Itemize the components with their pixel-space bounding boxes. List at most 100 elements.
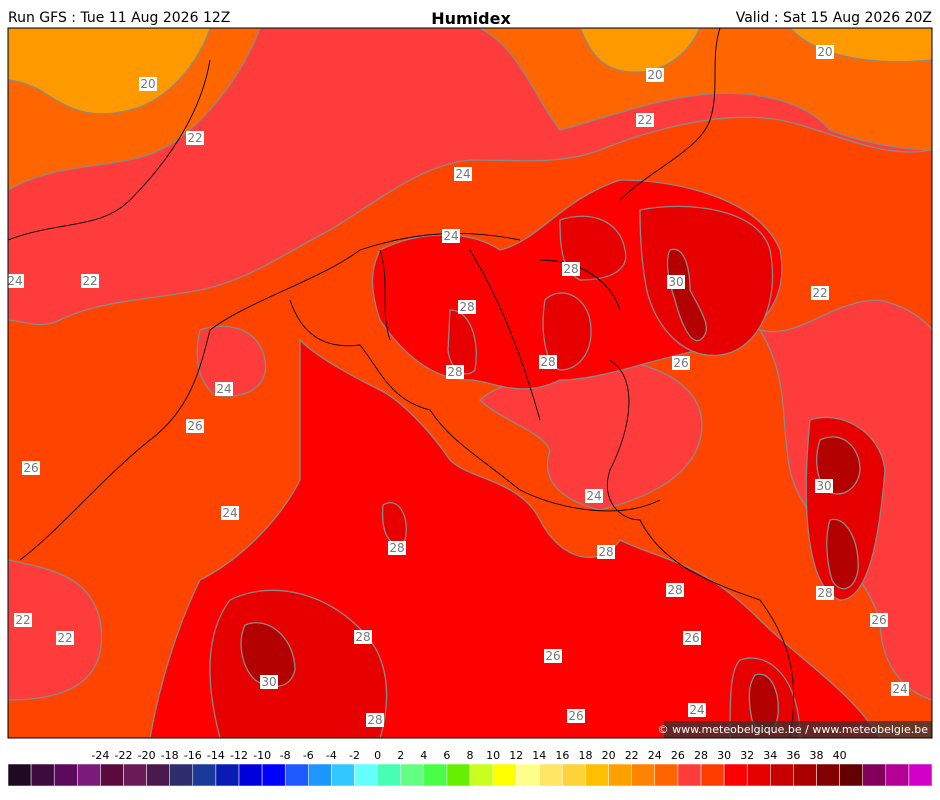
colorbar-label: -2 — [349, 749, 360, 762]
contour-label-box — [221, 506, 239, 520]
contour-area — [8, 28, 932, 115]
colorbar-label: -4 — [326, 749, 337, 762]
contour-label: 24 — [586, 489, 601, 503]
contour-label-box — [354, 630, 372, 644]
colorbar-box — [100, 763, 124, 787]
contour-label-box — [22, 461, 40, 475]
contour-label: 20 — [647, 68, 662, 82]
colorbar-box — [423, 763, 448, 787]
contour-label-box — [870, 613, 888, 627]
contour-label: 30 — [668, 275, 683, 289]
contour-label: 24 — [216, 382, 231, 396]
contour-label-box — [81, 274, 99, 288]
contour-label: 22 — [187, 131, 202, 145]
colorbar-label: 8 — [467, 749, 474, 762]
colorbar-label: 20 — [602, 749, 616, 762]
colorbar-box — [746, 763, 771, 787]
colorbar-label: -16 — [184, 749, 202, 762]
colorbar-label: -6 — [303, 749, 314, 762]
contour-label: 26 — [684, 631, 699, 645]
colorbar-box — [331, 763, 355, 787]
contour-label-box — [585, 489, 603, 503]
colorbar-label: 30 — [717, 749, 731, 762]
contour-label-box — [815, 479, 833, 493]
contour-label-box — [458, 300, 476, 314]
colorbar-box — [862, 763, 887, 787]
colorbar-box — [816, 763, 840, 787]
contour-label: 26 — [673, 356, 688, 370]
contour-label: 24 — [689, 703, 704, 717]
contour-area — [8, 28, 932, 326]
contour-label: 22 — [57, 631, 72, 645]
colorbar-label: 18 — [579, 749, 593, 762]
contour-area — [240, 248, 861, 733]
contour-label-box — [539, 355, 557, 369]
colorbar-label: 32 — [740, 749, 754, 762]
colorbar-box — [908, 763, 933, 787]
colorbar-box — [631, 763, 656, 787]
colorbar-label: -8 — [280, 749, 291, 762]
contour-label-box — [666, 583, 684, 597]
contour-label: 24 — [222, 506, 237, 520]
colorbar-label: 28 — [694, 749, 708, 762]
colorbar-box — [308, 763, 332, 787]
contour-label: 28 — [367, 713, 382, 727]
colorbar-label: -10 — [253, 749, 271, 762]
colorbar-box — [654, 763, 679, 787]
map-frame — [7, 27, 933, 739]
colorbar-label: 26 — [671, 749, 685, 762]
contour-label-box — [567, 709, 585, 723]
colorbar-box — [30, 763, 55, 787]
colorbar-box — [123, 763, 147, 787]
contour-label: 26 — [568, 709, 583, 723]
contour-label-box — [446, 365, 464, 379]
colorbar-box — [608, 763, 632, 787]
contour-label-box — [636, 113, 654, 127]
contour-label-box — [544, 649, 562, 663]
colorbar-label: 10 — [486, 749, 500, 762]
colorbar-label: 14 — [532, 749, 546, 762]
contour-label-box — [139, 77, 157, 91]
contour-label: 22 — [82, 274, 97, 288]
contour-label-box — [672, 356, 690, 370]
valid-info: Valid : Sat 15 Aug 2026 20Z — [736, 10, 932, 26]
contour-label-box — [454, 167, 472, 181]
contour-area — [8, 28, 932, 191]
colorbar-box — [700, 763, 725, 787]
contour-label-box — [688, 703, 706, 717]
contour-label: 28 — [598, 545, 613, 559]
contour-label: 22 — [15, 613, 30, 627]
colorbar-box — [539, 763, 563, 787]
colorbar-label: -20 — [138, 749, 156, 762]
contour-label-box — [811, 286, 829, 300]
colorbar-box — [192, 763, 217, 787]
colorbar-label: 4 — [420, 749, 427, 762]
colorbar: -24 -22 -20 -18 -16 -14 -12 -10 -8 -6 -4 -2 0 2 4 6 8 10 1… — [7, 749, 933, 787]
contour-label: 30 — [816, 479, 831, 493]
contour-label-box — [366, 713, 384, 727]
colorbar-label: -24 — [91, 749, 109, 762]
colorbar-label: 36 — [786, 749, 800, 762]
contour-label-box — [667, 275, 685, 289]
colorbar-box — [677, 763, 702, 787]
colorbar-box — [446, 763, 471, 787]
colorbar-box — [284, 763, 309, 787]
run-info: Run GFS : Tue 11 Aug 2026 12Z — [8, 10, 230, 26]
colorbar-label: 38 — [810, 749, 824, 762]
contour-labels: 20 22 24 20 20 22 24 28 30 24 22 22 28 28 26 28 24 26 26 30… — [8, 45, 909, 727]
colorbar-box — [238, 763, 263, 787]
contour-label-box — [388, 541, 406, 555]
colorbar-box — [77, 763, 101, 787]
colorbar-box — [377, 763, 401, 787]
colorbar-box — [400, 763, 425, 787]
credit-box — [664, 721, 932, 738]
contour-label-box — [683, 631, 701, 645]
colorbar-box — [839, 763, 863, 787]
contour-label: 26 — [187, 419, 202, 433]
colorbar-label: -18 — [161, 749, 179, 762]
colorbar-label: 0 — [374, 749, 381, 762]
colorbar-box — [215, 763, 240, 787]
colorbar-box — [7, 763, 32, 787]
credit: © www.meteobelgique.be / www.meteobelgie… — [658, 723, 929, 736]
contour-label-box — [14, 613, 32, 627]
